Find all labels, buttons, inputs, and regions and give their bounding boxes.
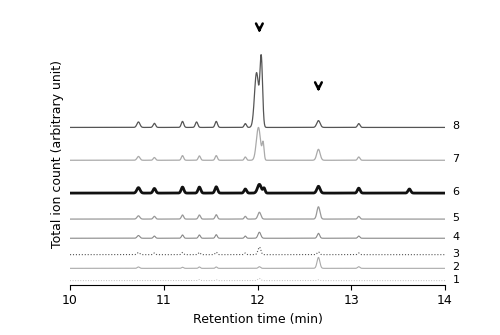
Text: 7: 7 bbox=[452, 154, 460, 164]
X-axis label: Retention time (min): Retention time (min) bbox=[192, 313, 322, 326]
Text: 1: 1 bbox=[452, 275, 460, 284]
Text: 4: 4 bbox=[452, 232, 460, 242]
Text: 2: 2 bbox=[452, 262, 460, 272]
Text: 8: 8 bbox=[452, 121, 460, 131]
Text: 6: 6 bbox=[452, 187, 460, 197]
Text: 5: 5 bbox=[452, 213, 460, 223]
Y-axis label: Total ion count (arbitrary unit): Total ion count (arbitrary unit) bbox=[52, 60, 64, 248]
Text: 3: 3 bbox=[452, 249, 460, 259]
